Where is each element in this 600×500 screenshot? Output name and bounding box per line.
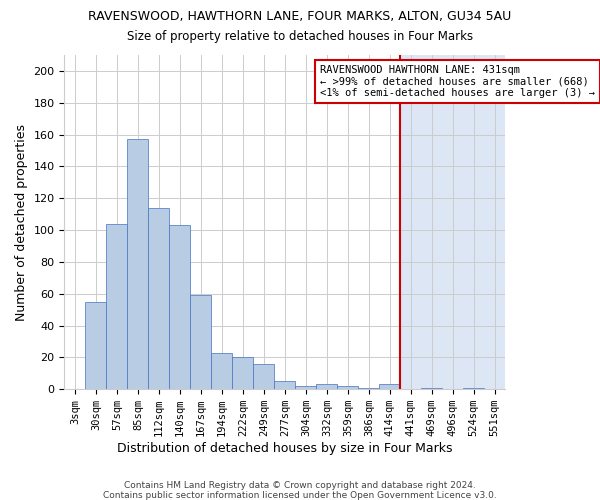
Bar	[106, 224, 127, 389]
Bar	[421, 388, 442, 389]
Bar	[274, 382, 295, 389]
Text: Size of property relative to detached houses in Four Marks: Size of property relative to detached ho…	[127, 30, 473, 43]
Bar	[295, 386, 316, 389]
Bar	[316, 384, 337, 389]
Bar	[463, 388, 484, 389]
Bar	[337, 386, 358, 389]
Bar	[148, 208, 169, 389]
X-axis label: Distribution of detached houses by size in Four Marks: Distribution of detached houses by size …	[117, 442, 452, 455]
Bar	[127, 140, 148, 389]
Bar	[253, 364, 274, 389]
Bar	[232, 358, 253, 389]
Bar	[211, 352, 232, 389]
Text: Contains HM Land Registry data © Crown copyright and database right 2024.: Contains HM Land Registry data © Crown c…	[124, 481, 476, 490]
Text: Contains public sector information licensed under the Open Government Licence v3: Contains public sector information licen…	[103, 491, 497, 500]
Bar	[169, 226, 190, 389]
Bar	[379, 384, 400, 389]
Bar	[190, 296, 211, 389]
Bar	[358, 388, 379, 389]
Text: RAVENSWOOD HAWTHORN LANE: 431sqm
← >99% of detached houses are smaller (668)
<1%: RAVENSWOOD HAWTHORN LANE: 431sqm ← >99% …	[320, 65, 595, 98]
Bar	[85, 302, 106, 389]
Text: RAVENSWOOD, HAWTHORN LANE, FOUR MARKS, ALTON, GU34 5AU: RAVENSWOOD, HAWTHORN LANE, FOUR MARKS, A…	[88, 10, 512, 23]
Y-axis label: Number of detached properties: Number of detached properties	[15, 124, 28, 320]
Bar	[400, 55, 505, 389]
